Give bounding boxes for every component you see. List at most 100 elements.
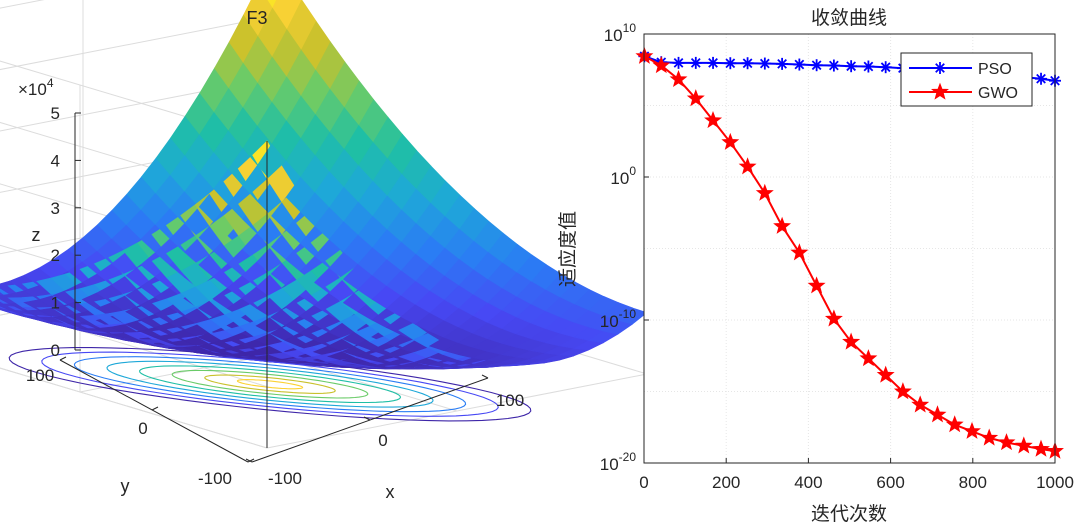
contour-line: [106, 360, 434, 408]
x-tick-label: 800: [959, 473, 987, 492]
surface-face: [267, 0, 277, 9]
contour-line: [139, 365, 401, 404]
asterisk-marker: [741, 57, 754, 70]
z-tick-labels: 0 1 2 3 4 5: [51, 104, 81, 360]
z-exponent-base: ×10: [18, 80, 47, 99]
pentagram-marker: [1032, 439, 1050, 457]
pentagram-marker: [842, 332, 861, 350]
contour-line: [236, 379, 304, 390]
y-axis-label: y: [121, 476, 130, 496]
convergence-y-label: 适应度值: [557, 211, 579, 287]
x-tick-label: 600: [876, 473, 904, 492]
pentagram-marker: [721, 132, 740, 150]
z-tick-label: 2: [51, 246, 60, 265]
x-tick-label: 0: [639, 473, 648, 492]
y-tick-exponent: -20: [619, 450, 637, 464]
grid-line: [0, 0, 268, 142]
legend-box: [900, 52, 1033, 107]
asterisk-marker: [793, 58, 806, 71]
pentagram-marker: [790, 243, 809, 261]
y-tick-base: 10: [610, 169, 629, 188]
asterisk-marker: [810, 59, 823, 72]
asterisk-marker: [672, 56, 685, 69]
asterisk-stroke: [777, 58, 787, 69]
y-tick-mark: [151, 406, 159, 411]
pentagram-marker: [755, 183, 774, 201]
x-tick-mark: [245, 458, 253, 463]
asterisk-marker: [879, 61, 892, 74]
x-tick-label: 400: [794, 473, 822, 492]
z-exponent-power: 4: [47, 76, 54, 90]
legend: PSO GWO: [900, 52, 1033, 107]
asterisk-stroke: [1036, 73, 1046, 84]
y-tick-label: 10-20: [600, 450, 637, 474]
y-tick-mark: [247, 458, 255, 463]
y-tick-base: 10: [600, 455, 619, 474]
z-tick-label: 5: [51, 104, 60, 123]
asterisk-stroke: [880, 62, 891, 73]
y-tick-label: 10-10: [600, 307, 637, 331]
pentagram-marker: [704, 110, 723, 129]
x-tick-label: 0: [378, 431, 387, 450]
contour-line: [171, 369, 369, 399]
asterisk-marker: [758, 57, 771, 70]
z-tick-label: 3: [51, 199, 60, 218]
y-tick-mark: [59, 356, 67, 361]
asterisk-stroke: [794, 59, 805, 70]
asterisk-stroke: [673, 58, 684, 68]
pentagram-marker: [997, 433, 1016, 451]
asterisk-stroke: [846, 61, 857, 72]
y-axis-line: [59, 359, 249, 463]
pentagram-marker: [824, 309, 843, 327]
x-tick-label: 200: [712, 473, 740, 492]
pentagram-marker: [773, 216, 792, 234]
asterisk-marker: [689, 56, 702, 69]
asterisk-marker: [776, 57, 789, 70]
asterisk-stroke: [935, 63, 945, 73]
pentagram-marker: [928, 405, 947, 423]
z-axis-label: z: [32, 225, 41, 245]
pentagram-marker: [807, 276, 826, 294]
y-tick-label: 100: [26, 366, 54, 385]
y-tick-label: 100: [610, 164, 636, 188]
contour-line: [8, 347, 532, 422]
asterisk-stroke: [759, 58, 770, 69]
z-exponent-label: ×104: [18, 76, 54, 99]
y-tick-exponent: 0: [629, 164, 636, 178]
y-tick-label: 1010: [604, 21, 637, 45]
pentagram-marker: [859, 349, 878, 367]
asterisk-marker: [845, 60, 858, 73]
asterisk-stroke: [829, 60, 839, 71]
surface-axes: [59, 113, 489, 463]
asterisk-stroke: [690, 58, 701, 68]
asterisk-marker: [724, 57, 737, 70]
y-tick-label: -100: [198, 469, 232, 488]
surface-contours: [8, 347, 532, 422]
surface-face: [617, 307, 648, 325]
asterisk-stroke: [725, 58, 736, 69]
asterisk-marker: [827, 59, 840, 72]
x-tick-label: 1000: [1036, 473, 1074, 492]
pentagram-marker: [893, 382, 912, 400]
legend-label-gwo: GWO: [978, 85, 1018, 102]
x-tick-label: -100: [268, 469, 302, 488]
contour-line: [41, 351, 499, 417]
pentagram-marker: [963, 421, 981, 439]
asterisk-stroke: [863, 61, 874, 72]
asterisk-stroke: [708, 58, 718, 68]
pentagram-marker: [876, 365, 895, 383]
x-tick-mark: [363, 416, 371, 421]
convergence-x-label: 迭代次数: [811, 503, 887, 525]
contour-line: [204, 374, 336, 394]
pentagram-marker: [669, 69, 688, 88]
y-tick-exponent: 10: [623, 21, 637, 35]
x-axis-label: x: [386, 482, 395, 502]
surface-mesh: [0, 0, 648, 370]
pentagram-marker: [911, 395, 930, 413]
y-tick-base: 10: [604, 26, 623, 45]
y-tick-base: 10: [600, 312, 619, 331]
pentagram-marker: [686, 89, 705, 107]
